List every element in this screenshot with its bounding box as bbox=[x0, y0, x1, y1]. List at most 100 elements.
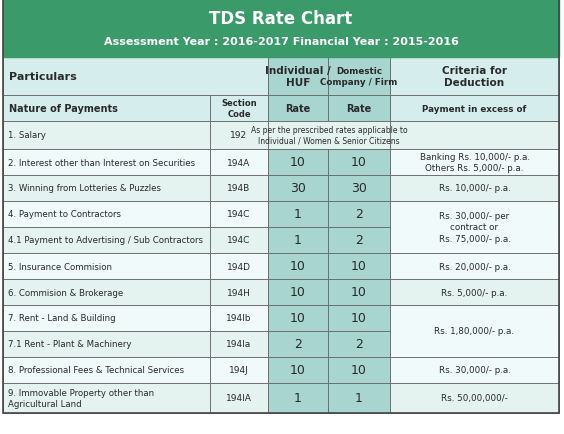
Text: 10: 10 bbox=[290, 156, 306, 169]
Bar bbox=[268, 331, 328, 357]
Text: 6. Commision & Brokerage: 6. Commision & Brokerage bbox=[8, 288, 124, 297]
Text: 194H: 194H bbox=[227, 288, 251, 297]
Bar bbox=[390, 150, 559, 176]
Bar bbox=[3, 58, 268, 96]
Text: 10: 10 bbox=[351, 364, 367, 377]
Bar bbox=[210, 253, 268, 279]
Text: 2: 2 bbox=[355, 234, 363, 247]
Text: Nature of Payments: Nature of Payments bbox=[9, 104, 118, 114]
Text: 10: 10 bbox=[290, 364, 306, 377]
Bar bbox=[268, 305, 328, 331]
Bar bbox=[328, 227, 390, 253]
Text: 2: 2 bbox=[294, 338, 302, 351]
Bar bbox=[3, 96, 210, 122]
Bar bbox=[3, 357, 210, 383]
Text: 10: 10 bbox=[351, 286, 367, 299]
Bar bbox=[3, 201, 210, 227]
Bar bbox=[3, 0, 559, 58]
Text: 194A: 194A bbox=[227, 158, 250, 167]
Text: Rs. 5,000/- p.a.: Rs. 5,000/- p.a. bbox=[442, 288, 508, 297]
Bar bbox=[3, 176, 210, 201]
Bar bbox=[390, 305, 559, 357]
Bar bbox=[210, 227, 268, 253]
Bar bbox=[210, 176, 268, 201]
Text: Rs. 1,80,000/- p.a.: Rs. 1,80,000/- p.a. bbox=[434, 327, 514, 336]
Text: 2: 2 bbox=[355, 208, 363, 221]
Bar bbox=[390, 357, 559, 383]
Bar bbox=[390, 305, 559, 331]
Text: 7. Rent - Land & Building: 7. Rent - Land & Building bbox=[8, 314, 116, 323]
Text: Banking Rs. 10,000/- p.a.
Others Rs. 5,000/- p.a.: Banking Rs. 10,000/- p.a. Others Rs. 5,0… bbox=[420, 153, 530, 173]
Text: Criteria for
Deduction: Criteria for Deduction bbox=[442, 66, 507, 88]
Text: 194Ib: 194Ib bbox=[226, 314, 252, 323]
Text: 5. Insurance Commision: 5. Insurance Commision bbox=[8, 262, 112, 271]
Bar bbox=[3, 122, 210, 150]
Text: 10: 10 bbox=[290, 260, 306, 273]
Bar bbox=[268, 383, 328, 413]
Bar bbox=[390, 383, 559, 413]
Text: 194J: 194J bbox=[229, 366, 249, 375]
Bar bbox=[328, 331, 390, 357]
Text: Rs. 10,000/- p.a.: Rs. 10,000/- p.a. bbox=[439, 184, 510, 193]
Bar bbox=[210, 201, 268, 227]
Text: 4.1 Payment to Advertising / Sub Contractors: 4.1 Payment to Advertising / Sub Contrac… bbox=[8, 236, 203, 245]
Bar bbox=[3, 383, 210, 413]
Bar bbox=[3, 305, 210, 331]
Bar bbox=[328, 253, 390, 279]
Bar bbox=[3, 331, 210, 357]
Bar bbox=[210, 357, 268, 383]
Text: 30: 30 bbox=[351, 182, 367, 195]
Bar bbox=[268, 96, 328, 122]
Text: Rate: Rate bbox=[285, 104, 311, 114]
Text: Rs. 30,000/- per
contract or
Rs. 75,000/- p.a.: Rs. 30,000/- per contract or Rs. 75,000/… bbox=[439, 212, 510, 243]
Text: Rate: Rate bbox=[346, 104, 372, 114]
Text: 10: 10 bbox=[290, 312, 306, 325]
Bar bbox=[328, 201, 390, 227]
Bar bbox=[390, 96, 559, 122]
Bar bbox=[390, 176, 559, 201]
Text: Section
Code: Section Code bbox=[221, 99, 257, 119]
Text: 1: 1 bbox=[355, 391, 363, 404]
Bar bbox=[268, 279, 328, 305]
Text: 194IA: 194IA bbox=[226, 394, 252, 403]
Bar bbox=[3, 279, 210, 305]
Text: Payment in excess of: Payment in excess of bbox=[422, 104, 527, 113]
Text: Rs. 50,00,000/-: Rs. 50,00,000/- bbox=[441, 394, 508, 403]
Bar bbox=[268, 150, 328, 176]
Bar bbox=[328, 96, 390, 122]
Text: Domestic
Company / Firm: Domestic Company / Firm bbox=[320, 67, 398, 87]
Bar bbox=[328, 176, 390, 201]
Text: 194D: 194D bbox=[227, 262, 251, 271]
Bar bbox=[210, 383, 268, 413]
Bar bbox=[390, 279, 559, 305]
Bar bbox=[328, 305, 390, 331]
Text: 1: 1 bbox=[294, 391, 302, 404]
Bar bbox=[328, 357, 390, 383]
Text: 194C: 194C bbox=[227, 236, 250, 245]
Bar bbox=[210, 96, 268, 122]
Bar bbox=[328, 383, 390, 413]
Text: 194Ia: 194Ia bbox=[226, 340, 252, 349]
Bar bbox=[390, 58, 559, 96]
Text: Rs. 20,000/- p.a.: Rs. 20,000/- p.a. bbox=[439, 262, 510, 271]
Text: 1: 1 bbox=[294, 208, 302, 221]
Bar bbox=[210, 305, 268, 331]
Text: As per the prescribed rates applicable to
Individual / Women & Senior Citizens: As per the prescribed rates applicable t… bbox=[250, 126, 407, 145]
Bar bbox=[328, 58, 390, 96]
Bar bbox=[268, 357, 328, 383]
Bar bbox=[390, 227, 559, 253]
Text: Assessment Year : 2016-2017 Financial Year : 2015-2016: Assessment Year : 2016-2017 Financial Ye… bbox=[104, 37, 459, 46]
Bar bbox=[210, 331, 268, 357]
Text: Rs. 30,000/- p.a.: Rs. 30,000/- p.a. bbox=[439, 366, 510, 375]
Bar bbox=[328, 150, 390, 176]
Text: 1. Salary: 1. Salary bbox=[8, 131, 46, 140]
Text: 10: 10 bbox=[351, 156, 367, 169]
Text: 4. Payment to Contractors: 4. Payment to Contractors bbox=[8, 210, 121, 219]
Bar bbox=[328, 279, 390, 305]
Text: 2: 2 bbox=[355, 338, 363, 351]
Bar bbox=[210, 122, 268, 150]
Text: 1: 1 bbox=[294, 234, 302, 247]
Bar bbox=[268, 176, 328, 201]
Text: 30: 30 bbox=[290, 182, 306, 195]
Text: Individual /
HUF: Individual / HUF bbox=[265, 66, 331, 88]
